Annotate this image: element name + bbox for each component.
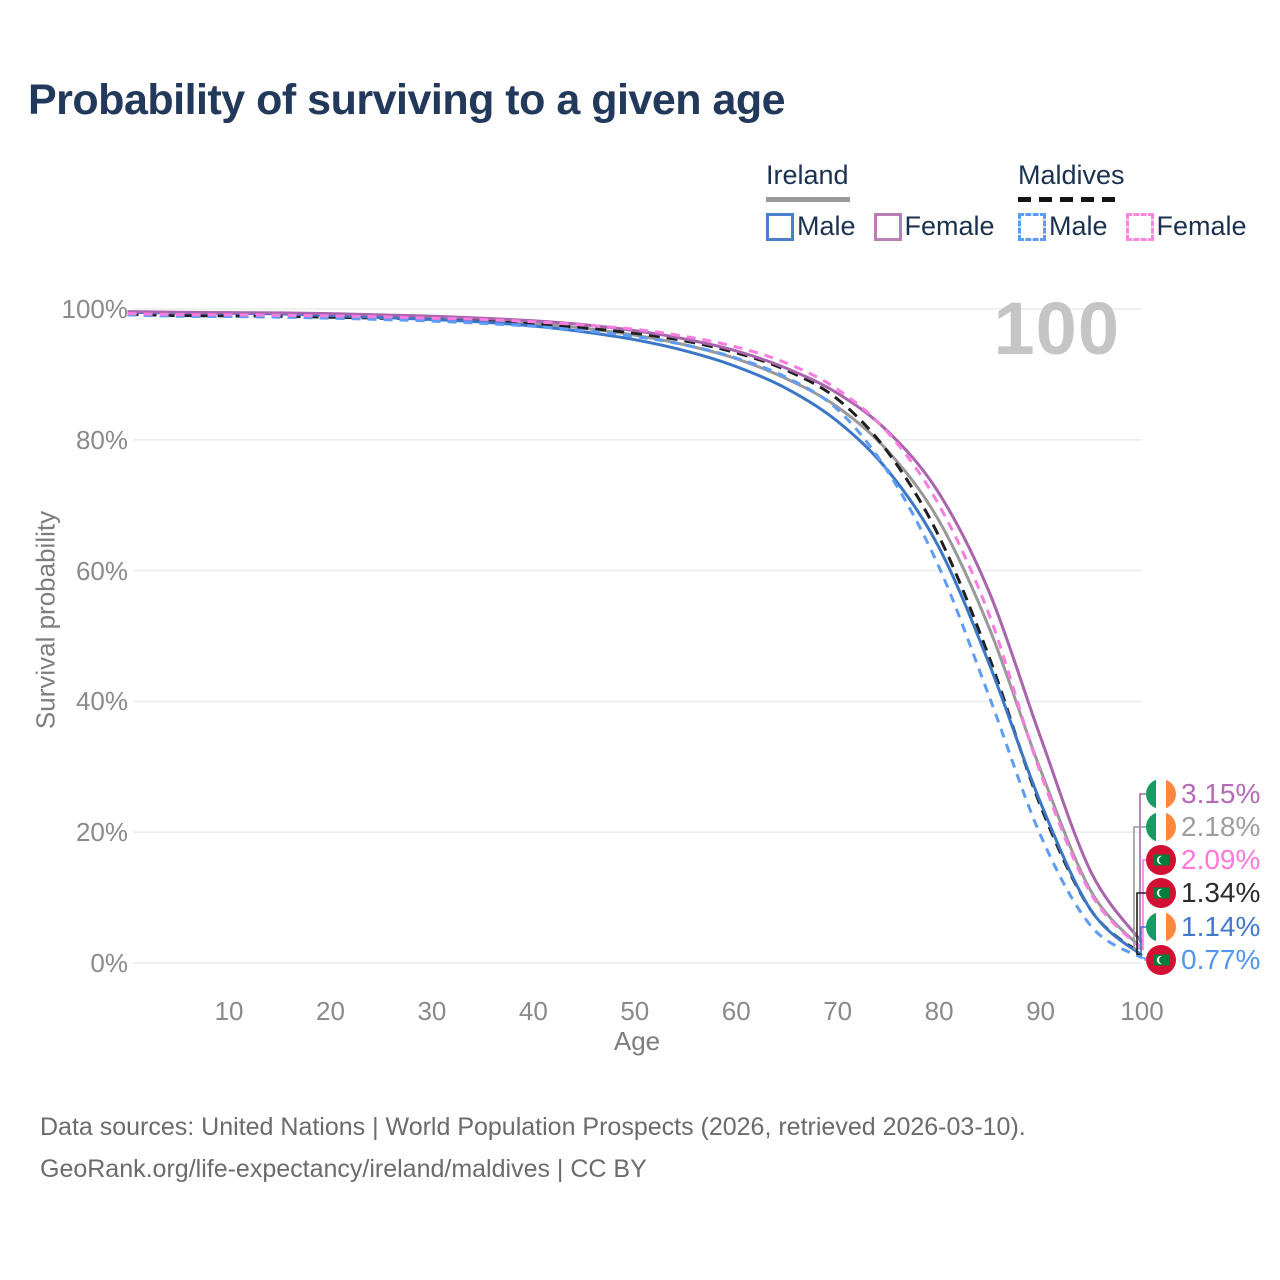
end-label-ireland-female: 3.15% [1146,777,1260,811]
legend-items-maldives: Male Female [1018,211,1247,242]
x-tick-label: 20 [316,996,345,1026]
end-label-maldives-both: 1.34% [1146,876,1260,910]
legend-header-ireland-label: Ireland [766,160,849,190]
end-label-value: 1.34% [1181,877,1261,908]
legend-group-ireland: Ireland Male Female [766,160,995,242]
curve-ireland-male[interactable] [127,310,1143,957]
x-tick-label: 100 [1120,996,1164,1026]
leader-line-ireland-both [1133,826,1146,950]
x-axis-title: Age [613,1026,661,1056]
y-tick-label: 100% [61,294,129,324]
legend-item-ireland-female[interactable]: Female [873,211,995,242]
end-label-value: 2.09% [1181,844,1261,875]
curve-maldives-female[interactable] [127,312,1144,951]
age-watermark: 100 [993,287,1120,370]
ireland-male-swatch-icon [766,212,794,241]
footer: Data sources: United Nations | World Pop… [40,1106,1026,1190]
legend-header-maldives[interactable]: Maldives [1018,160,1247,202]
curve-ireland-female[interactable] [127,310,1144,944]
end-label-maldives-female: 2.09% [1146,843,1260,877]
end-label-value: 0.77% [1181,944,1261,975]
x-tick-label: 10 [214,996,244,1026]
x-tick-label: 90 [1026,996,1056,1026]
y-tick-label: 40% [75,686,128,717]
x-tick-label: 30 [417,996,447,1026]
maldives-flag-icon [1146,845,1176,875]
legend-item-label: Male [797,211,856,241]
end-label-maldives-male: 0.77% [1146,943,1260,977]
curve-maldives-both[interactable] [127,312,1143,956]
ireland-flag-icon [1146,912,1176,942]
legend-item-label: Female [904,211,995,241]
end-label-ireland-both: 2.18% [1146,810,1260,844]
legend-items-ireland: Male Female [766,211,995,242]
footer-source-url: GeoRank.org/life-expectancy/ireland/mald… [40,1155,647,1183]
page-title: Probability of surviving to a given age [28,76,786,124]
maldives-male-swatch-icon [1018,212,1046,241]
end-label-value: 2.18% [1181,811,1261,842]
curve-ireland-both[interactable] [127,310,1144,950]
maldives-dashed-line-swatch-icon [1018,197,1122,202]
curve-maldives-male[interactable] [127,313,1143,960]
legend-item-ireland-male[interactable]: Male [766,211,856,242]
x-tick-label: 60 [721,996,751,1026]
end-label-value: 3.15% [1181,778,1261,809]
y-tick-label: 80% [75,424,128,455]
legend-item-maldives-male[interactable]: Male [1018,211,1108,242]
footer-data-sources: Data sources: United Nations | World Pop… [40,1113,1026,1141]
maldives-flag-icon [1146,945,1176,975]
end-label-value: 1.14% [1181,911,1261,942]
maldives-flag-icon [1146,878,1176,908]
legend-header-maldives-label: Maldives [1018,160,1125,190]
x-tick-label: 50 [620,996,650,1026]
legend-item-label: Male [1049,211,1108,241]
y-tick-label: 0% [90,948,128,978]
ireland-flag-icon [1146,779,1176,809]
legend-group-maldives: Maldives Male Female [1018,160,1247,242]
y-tick-label: 20% [75,817,128,848]
x-tick-label: 70 [823,996,853,1026]
x-tick-label: 80 [924,996,954,1026]
x-tick-label: 40 [518,996,548,1026]
maldives-female-swatch-icon [1125,212,1154,241]
end-label-ireland-male: 1.14% [1146,910,1260,944]
legend-header-ireland[interactable]: Ireland [766,160,995,202]
y-tick-label: 60% [75,555,128,586]
ireland-solid-line-swatch-icon [766,197,850,202]
ireland-flag-icon [1146,812,1176,842]
legend-item-maldives-female[interactable]: Female [1125,211,1247,242]
legend-item-label: Female [1156,211,1247,241]
ireland-female-swatch-icon [873,212,902,241]
